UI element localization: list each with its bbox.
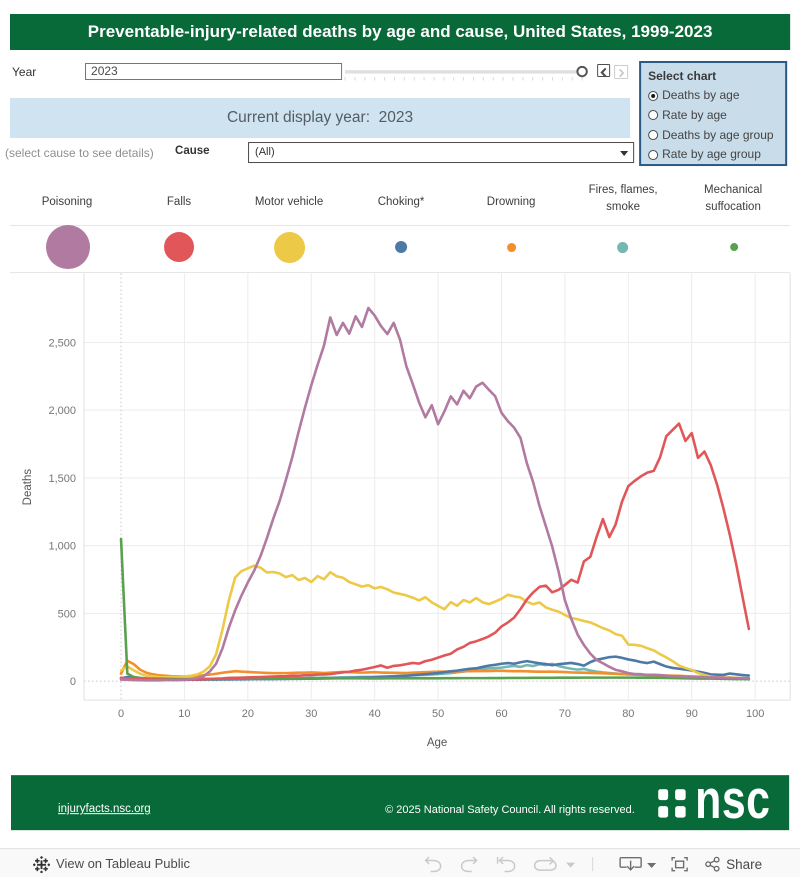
svg-text:70: 70 — [559, 708, 571, 720]
svg-text:2,000: 2,000 — [48, 405, 76, 417]
svg-text:50: 50 — [432, 708, 444, 720]
svg-text:2,500: 2,500 — [48, 337, 76, 349]
svg-text:500: 500 — [58, 608, 76, 620]
svg-text:0: 0 — [118, 708, 124, 720]
svg-text:60: 60 — [495, 708, 507, 720]
svg-text:1,000: 1,000 — [48, 541, 76, 553]
svg-text:10: 10 — [178, 708, 190, 720]
svg-text:Share: Share — [726, 857, 762, 872]
svg-text:0: 0 — [70, 676, 76, 688]
svg-text:30: 30 — [305, 708, 317, 720]
svg-text:Age: Age — [427, 737, 447, 749]
svg-text:90: 90 — [686, 708, 698, 720]
svg-text:20: 20 — [242, 708, 254, 720]
svg-text:Deaths: Deaths — [22, 469, 34, 506]
svg-text:80: 80 — [622, 708, 634, 720]
svg-text:1,500: 1,500 — [48, 473, 76, 485]
svg-text:40: 40 — [369, 708, 381, 720]
svg-text:100: 100 — [746, 708, 764, 720]
